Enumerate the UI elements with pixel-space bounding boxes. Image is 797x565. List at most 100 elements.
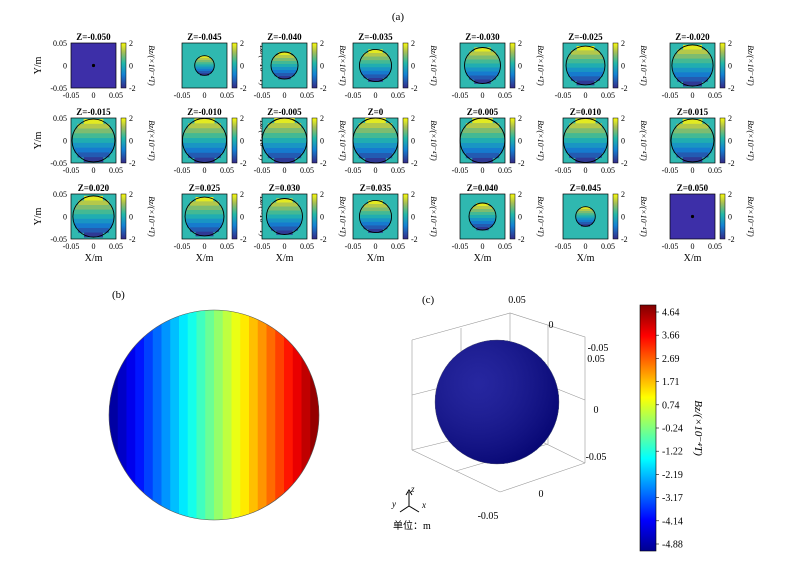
slice-y-tick: -0.05 — [50, 159, 67, 168]
c-tick-bottom-0: 0 — [539, 489, 544, 500]
slice-x-tick: 0.05 — [300, 166, 314, 175]
slice-colorbar-tick: -2 — [518, 159, 525, 168]
slice-colorbar — [612, 117, 619, 164]
slice-x-tick: 0.05 — [708, 242, 722, 251]
slice-x-tick: 0 — [374, 166, 378, 175]
main-colorbar-tick: 1.71 — [662, 377, 680, 388]
slice-band — [469, 75, 496, 80]
slice-title: Z=-0.020 — [675, 32, 710, 42]
slice-band — [462, 147, 503, 154]
slice-title: Z=-0.035 — [358, 32, 393, 42]
slice-colorbar-tick: 0 — [518, 213, 522, 222]
slice-panel: Z=0.010 2 0 -2 Bz/(×10⁻⁴T) -0.05 0 0.05 — [555, 107, 648, 175]
slice-x-tick: 0 — [374, 91, 378, 100]
slice-outline — [352, 117, 399, 164]
slice-colorbar-tick: -2 — [240, 159, 247, 168]
slice-colorbar-tick: 2 — [411, 39, 415, 48]
slice-title: Z=0.040 — [467, 183, 499, 193]
slice-x-tick: -0.05 — [662, 242, 679, 251]
slice-colorbar-tick: 0 — [411, 137, 415, 146]
slice-colorbar-tick: 2 — [728, 114, 732, 123]
disk-band — [214, 310, 224, 520]
slice-colorbar-label: Bz/(×10⁻⁴T) — [746, 45, 755, 86]
slice-y-tick: 0 — [63, 62, 67, 71]
slice-band — [563, 138, 608, 144]
slice-band — [271, 61, 298, 65]
disk-band — [135, 310, 145, 520]
slice-band — [267, 152, 302, 159]
slice-band — [365, 118, 386, 124]
slice-x-tick: 0.05 — [498, 91, 512, 100]
slice-x-tick: -0.05 — [662, 166, 679, 175]
main-colorbar-tick: 0.74 — [662, 400, 680, 411]
slice-band — [189, 201, 220, 206]
slice-y-tick: 0.05 — [53, 190, 67, 199]
slice-colorbar-tick: -2 — [621, 235, 628, 244]
disk-band — [249, 310, 259, 520]
slice-x-tick: 0.05 — [109, 91, 123, 100]
main-colorbar-tick: 3.66 — [662, 331, 680, 342]
slice-band — [183, 133, 226, 139]
slice-colorbar-tick: -2 — [411, 159, 418, 168]
slice-colorbar — [311, 42, 318, 89]
slice-band — [182, 138, 227, 144]
slice-band — [355, 128, 396, 134]
slice-panel: Z=-0.040 2 0 -2 Bz/(×10⁻⁴T) -0.05 0 0.05 — [254, 32, 347, 100]
slice-x-tick: 0.05 — [300, 91, 314, 100]
disk-band — [117, 310, 127, 520]
slice-title: Z=-0.045 — [187, 32, 222, 42]
slice-outline — [194, 55, 215, 76]
disk-band — [266, 310, 276, 520]
slice-band — [581, 224, 590, 227]
slice-band — [368, 49, 383, 54]
slice-colorbar-tick: 2 — [129, 114, 133, 123]
slice-colorbar-label: Bz/(×10⁻⁴T) — [338, 196, 347, 237]
slice-x-tick: 0.05 — [601, 242, 615, 251]
slice-panel: Z=-0.025 2 0 -2 Bz/(×10⁻⁴T) -0.05 0 0.05 — [555, 32, 648, 100]
slice-band — [73, 209, 114, 215]
slice-band — [578, 221, 593, 225]
slice-point — [91, 63, 96, 68]
disk-band — [310, 310, 319, 520]
disk-band — [222, 310, 232, 520]
slice-band — [75, 223, 112, 229]
slice-colorbar-tick: 2 — [240, 39, 244, 48]
slice-band — [565, 128, 606, 134]
c-tick-right-0: 0.05 — [587, 354, 605, 365]
slice-band — [268, 222, 301, 227]
panel-b-label: (b) — [112, 289, 125, 301]
slice-band — [674, 72, 711, 78]
slice-colorbar-tick: -2 — [518, 84, 525, 93]
slice-outline — [358, 48, 393, 83]
slice-x-tick: -0.05 — [452, 166, 469, 175]
slice-band — [77, 152, 110, 158]
slice-band — [672, 58, 713, 64]
slice-band — [74, 147, 113, 153]
slice-band — [185, 218, 224, 224]
slice-colorbar — [120, 193, 127, 240]
slice-colorbar-label: Bz/(×10⁻⁴T) — [639, 45, 648, 86]
slice-band — [75, 205, 112, 210]
slice-colorbar-tick: 2 — [728, 190, 732, 199]
slice-band — [460, 138, 505, 144]
slice-band — [361, 207, 390, 212]
slice-title: Z=-0.040 — [267, 32, 302, 42]
slice-band — [184, 147, 225, 154]
slice-x-tick: 0.05 — [109, 166, 123, 175]
slice-band — [72, 142, 115, 148]
slice-band — [83, 157, 104, 163]
slice-title: Z=0.030 — [269, 183, 301, 193]
slice-title: Z=0.020 — [78, 183, 110, 193]
slice-band — [359, 211, 392, 216]
slice-colorbar-tick: 2 — [411, 190, 415, 199]
slice-panel: Z=0.035 2 0 -2 Bz/(×10⁻⁴T) -0.05 0 0.05 X/m — [345, 183, 438, 264]
slice-colorbar — [402, 42, 409, 89]
slice-colorbar-tick: 0 — [621, 137, 625, 146]
c-tick-right-2: -0.05 — [586, 452, 607, 463]
slice-colorbar-tick: 0 — [129, 137, 133, 146]
slice-panel: Z=-0.005 2 0 -2 Bz/(×10⁻⁴T) -0.05 0 0.05 — [254, 107, 347, 175]
slice-x-tick: 0.05 — [601, 91, 615, 100]
slice-panel: Z=-0.020 2 0 -2 Bz/(×10⁻⁴T) -0.05 0 0.05 — [662, 32, 755, 100]
panel-b-disk — [109, 310, 319, 520]
